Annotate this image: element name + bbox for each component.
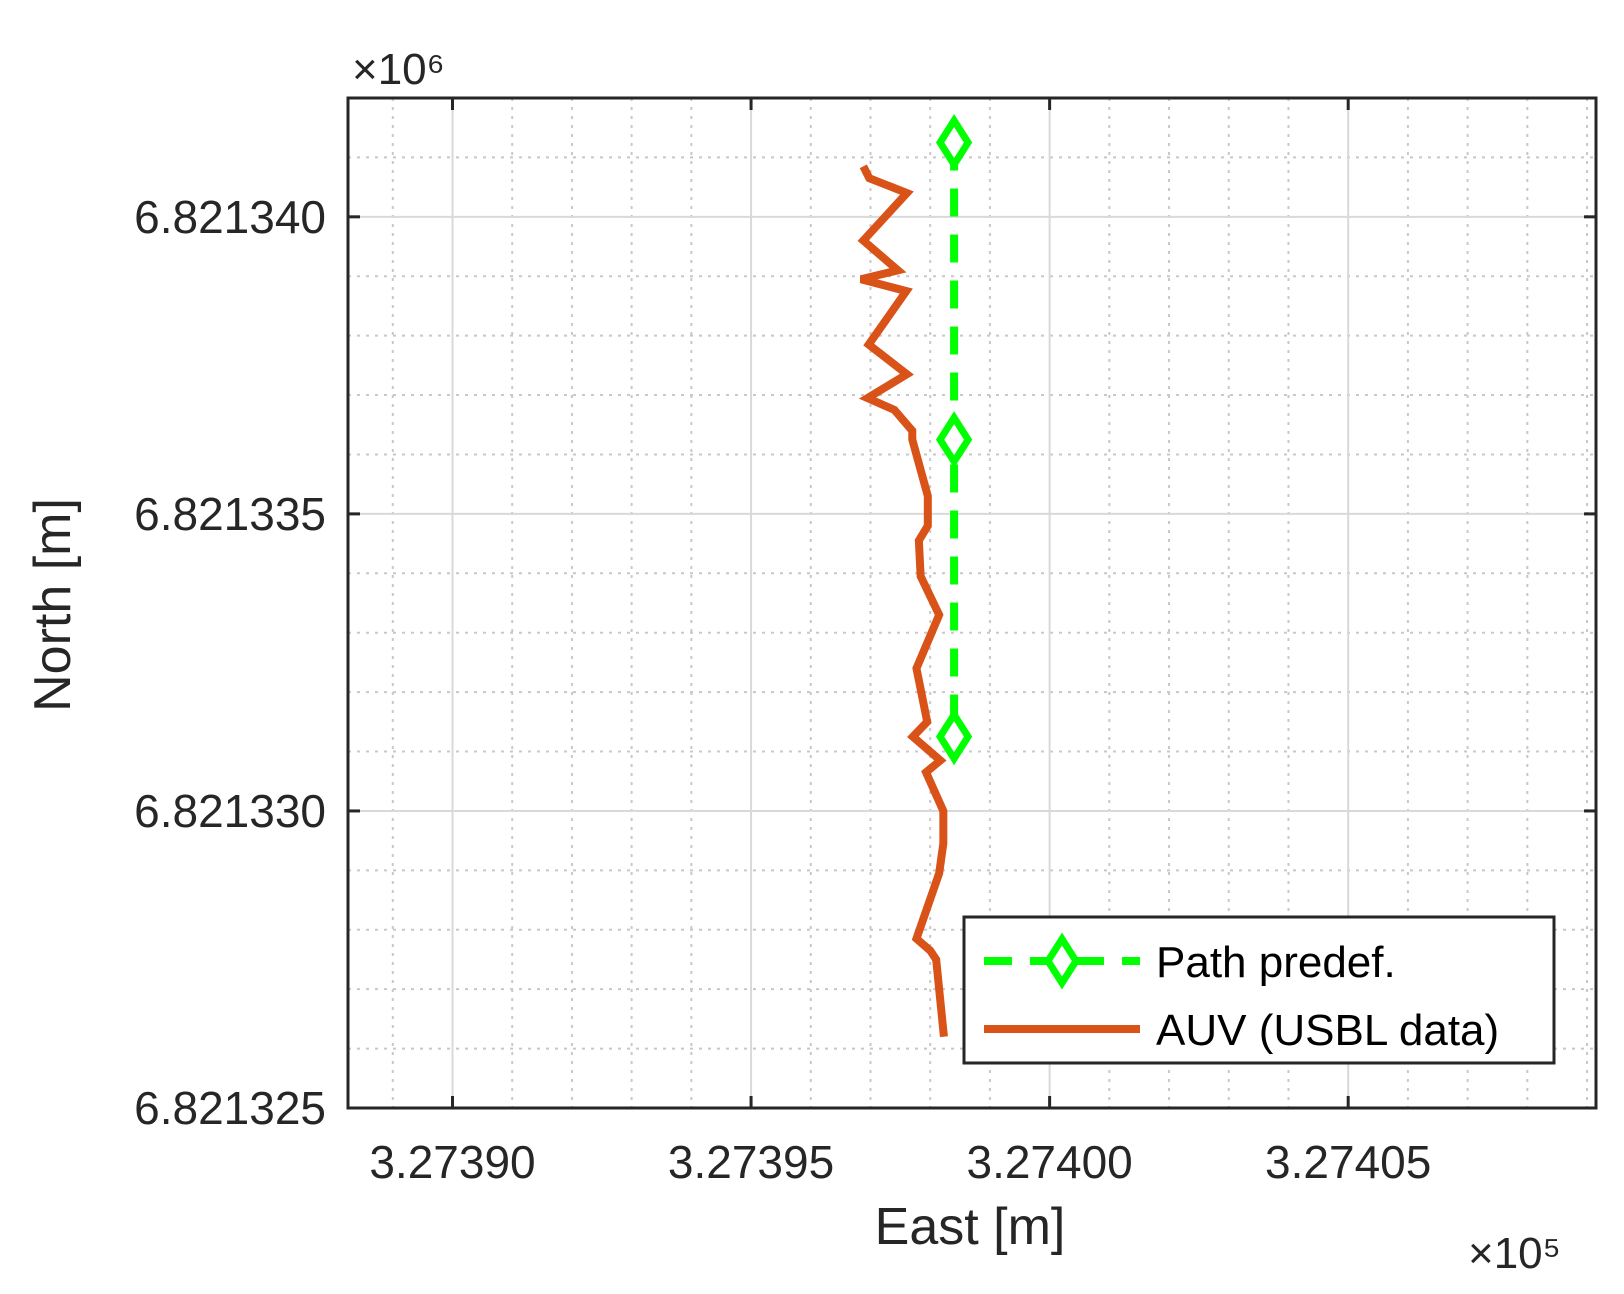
x-tick-label: 3.27390	[369, 1136, 535, 1188]
legend-entry: AUV (USBL data)	[984, 1006, 1499, 1055]
legend: Path predef. AUV (USBL data)	[962, 915, 1556, 1065]
plot-area: 3.27390 3.27395 3.27400 3.27405 6.821325 6.82…	[134, 96, 1598, 1188]
y-tick-label: 6.821335	[134, 488, 326, 540]
y-tick-label: 6.821325	[134, 1082, 326, 1134]
series-marker-diamond	[935, 114, 973, 172]
axes-box	[346, 96, 1598, 1110]
series-marker-diamond	[935, 411, 973, 469]
y-tick-label: 6.821340	[134, 191, 326, 243]
x-axis-multiplier: ×10⁵	[1468, 1229, 1561, 1278]
y-axis-multiplier: ×10⁶	[352, 45, 445, 94]
legend-entry: Path predef.	[984, 932, 1396, 990]
y-tick-label: 6.821330	[134, 785, 326, 837]
series-line-2	[857, 164, 948, 1038]
x-tick-label: 3.27400	[966, 1136, 1132, 1188]
legend-swatch-diamond	[1043, 932, 1081, 990]
x-tick-label: 3.27395	[668, 1136, 834, 1188]
x-tick-label: 3.27405	[1265, 1136, 1431, 1188]
legend-label: AUV (USBL data)	[1156, 1006, 1499, 1055]
legend-label: Path predef.	[1156, 938, 1396, 987]
series-marker-diamond	[935, 708, 973, 766]
y-axis-title: North [m]	[24, 498, 82, 712]
x-axis-title: East [m]	[875, 1198, 1066, 1256]
